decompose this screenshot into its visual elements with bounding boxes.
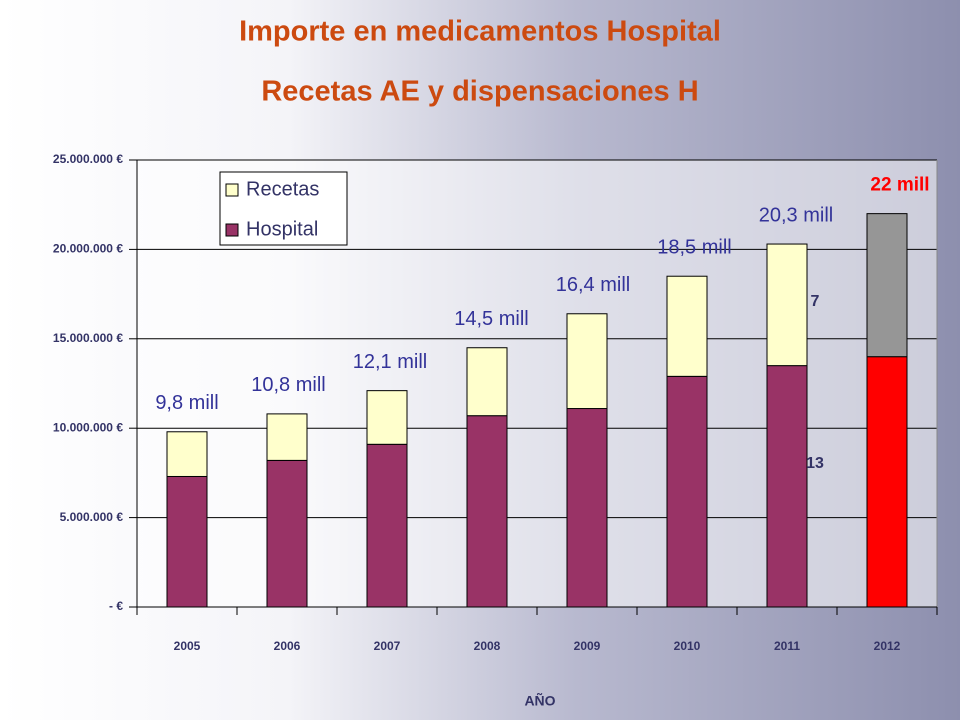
total-label: 10,8 mill: [251, 374, 325, 396]
total-label: 9,8 mill: [155, 392, 218, 414]
x-tick-label: 2012: [874, 639, 901, 653]
bar-segment: [566, 408, 608, 608]
annotation: 13: [806, 455, 824, 472]
bar-segment: [866, 356, 908, 608]
total-label: 18,5 mill: [657, 237, 731, 259]
legend-swatch: [225, 223, 239, 237]
bar-segment: [566, 313, 608, 410]
y-tick-label: 10.000.000 €: [53, 420, 123, 434]
legend-swatch: [225, 183, 239, 197]
y-tick-label: 5.000.000 €: [60, 510, 124, 524]
bar-segment: [766, 243, 808, 367]
x-tick-label: 2011: [774, 639, 800, 653]
total-label: 20,3 mill: [759, 204, 833, 226]
y-tick-label: 15.000.000 €: [53, 331, 123, 345]
bar-segment: [166, 431, 208, 477]
y-tick-label: 20.000.000 €: [53, 242, 123, 256]
bar-segment: [366, 390, 408, 445]
total-label: 16,4 mill: [556, 274, 630, 296]
total-label: 12,1 mill: [353, 351, 427, 373]
x-tick-label: 2010: [674, 639, 701, 653]
chart-title: Importe en medicamentos Hospital: [239, 16, 721, 48]
chart-subtitle: Recetas AE y dispensaciones H: [261, 76, 698, 108]
legend-box: [219, 171, 348, 246]
bar-segment: [466, 347, 508, 417]
x-tick-label: 2007: [374, 639, 401, 653]
legend-label: Recetas: [246, 178, 319, 200]
bar-segment: [666, 275, 708, 377]
x-tick-label: 2005: [174, 639, 201, 653]
y-tick-label: 25.000.000 €: [53, 152, 123, 166]
legend-label: Hospital: [246, 218, 318, 240]
bar-segment: [166, 475, 208, 608]
y-tick-label: - €: [109, 599, 123, 613]
annotation: 7: [811, 293, 820, 310]
bar-segment: [466, 415, 508, 608]
total-label: 14,5 mill: [454, 308, 528, 330]
bar-segment: [666, 375, 708, 608]
bar-segment: [866, 213, 908, 358]
x-tick-label: 2006: [274, 639, 301, 653]
bar-segment: [266, 413, 308, 461]
x-axis-label: AÑO: [524, 692, 555, 709]
bar-segment: [266, 459, 308, 608]
x-tick-label: 2009: [574, 639, 601, 653]
bar-segment: [366, 443, 408, 608]
x-tick-label: 2008: [474, 639, 501, 653]
total-label-highlight: 22 mill: [870, 175, 929, 196]
bar-segment: [766, 365, 808, 608]
